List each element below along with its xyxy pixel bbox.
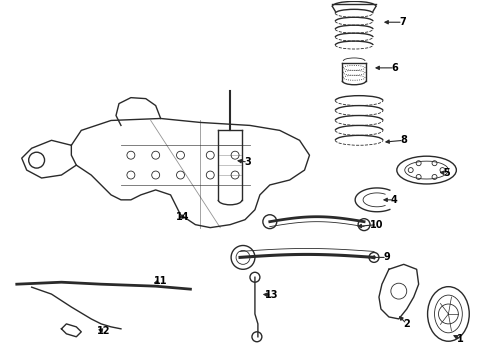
Text: 2: 2	[403, 319, 410, 329]
Text: 14: 14	[176, 212, 189, 222]
Text: 10: 10	[370, 220, 384, 230]
Text: 13: 13	[265, 290, 278, 300]
Text: 8: 8	[400, 135, 407, 145]
Text: 11: 11	[154, 276, 168, 286]
Text: 4: 4	[391, 195, 397, 205]
Text: 6: 6	[392, 63, 398, 73]
Text: 3: 3	[245, 157, 251, 167]
Text: 1: 1	[457, 334, 464, 344]
Text: 12: 12	[98, 326, 111, 336]
Text: 7: 7	[399, 17, 406, 27]
Text: 5: 5	[443, 168, 450, 178]
Text: 9: 9	[384, 252, 390, 262]
